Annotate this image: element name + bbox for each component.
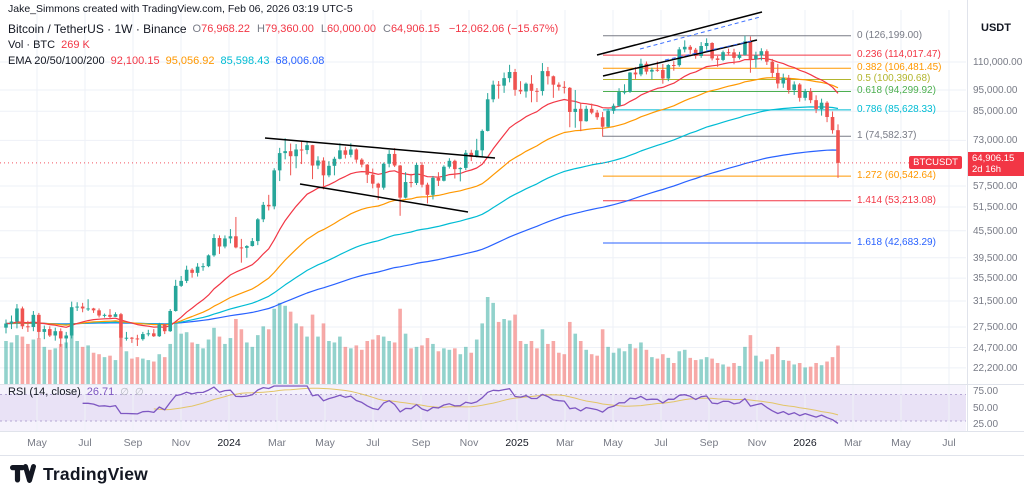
price-axis-tick: 31,500.00 bbox=[973, 296, 1018, 308]
time-axis-tick: May bbox=[891, 437, 911, 449]
time-axis-tick: Mar bbox=[267, 437, 287, 449]
time-axis-tick: Jul bbox=[78, 437, 92, 449]
price-axis-tick: 110,000.00 bbox=[973, 57, 1023, 68]
time-axis-tick: Nov bbox=[171, 437, 191, 449]
tradingview-logo-icon bbox=[10, 464, 36, 483]
ohlc-low: L60,000.00 bbox=[320, 23, 376, 35]
bar-close-countdown: 2d 16h bbox=[972, 164, 1002, 175]
time-axis-tick: Mar bbox=[843, 437, 863, 449]
symbol-ohlc-row: Bitcoin / TetherUS · 1W · Binance O76,96… bbox=[8, 21, 558, 37]
price-axis-tick: 22,200.00 bbox=[973, 362, 1018, 374]
trendline-drawings[interactable] bbox=[264, 11, 763, 213]
chart-legend: Bitcoin / TetherUS · 1W · Binance O76,96… bbox=[8, 21, 558, 69]
current-price-badge: 64,906.15 2d 16h bbox=[968, 152, 1024, 176]
pane-separator[interactable] bbox=[0, 384, 1024, 385]
fib-level-label[interactable]: 1.272 (60,542.64) bbox=[857, 170, 936, 182]
time-axis[interactable]: May Jul Sep Nov 2024 Mar May Jul Sep Nov 2025 Mar Ma… bbox=[0, 432, 1024, 455]
change-value: −12,062.06 (−15.67%) bbox=[448, 23, 559, 35]
rsi-axis-tick: 25.00 bbox=[973, 419, 999, 431]
time-axis-tick: Jul bbox=[942, 437, 956, 449]
fib-level-label[interactable]: 0.382 (106,481.45) bbox=[857, 62, 942, 74]
time-axis-tick: 2024 bbox=[217, 437, 241, 449]
time-axis-tick: Nov bbox=[459, 437, 479, 449]
candlestick-series bbox=[4, 35, 840, 349]
price-axis-tick: 45,500.00 bbox=[973, 225, 1018, 237]
time-axis-tick: Nov bbox=[747, 437, 767, 449]
price-axis-tick: 85,000.00 bbox=[973, 106, 1018, 118]
time-axis-tick: May bbox=[603, 437, 623, 449]
current-price-value: 64,906.15 bbox=[972, 153, 1015, 164]
volume-series bbox=[4, 297, 840, 385]
time-axis-tick: Jul bbox=[366, 437, 380, 449]
rsi-label[interactable]: RSI (14, close) bbox=[8, 386, 81, 398]
time-axis-tick: May bbox=[315, 437, 335, 449]
fib-level-label[interactable]: 0.618 (94,299.92) bbox=[857, 85, 936, 97]
ohlc-high: H79,360.00 bbox=[257, 23, 314, 35]
footer-brand: TradingView bbox=[10, 461, 148, 487]
chart-bottom-border bbox=[0, 455, 1024, 456]
price-axis-tick: 51,500.00 bbox=[973, 202, 1018, 214]
ema-label[interactable]: EMA 20/50/100/200 bbox=[8, 55, 105, 67]
rsi-legend: RSI (14, close) 26.71 ∅ ∅ bbox=[8, 386, 144, 398]
time-axis-tick: Sep bbox=[411, 437, 431, 449]
symbol-price-label: BTCUSDT bbox=[909, 156, 962, 169]
rsi-plot bbox=[82, 385, 839, 424]
time-axis-tick: May bbox=[27, 437, 47, 449]
ema-100-value: 85,598.43 bbox=[220, 55, 270, 67]
fib-level-label[interactable]: 0.5 (100,390.68) bbox=[857, 73, 931, 85]
rsi-value: 26.71 bbox=[86, 386, 115, 398]
time-axis-tick: 2025 bbox=[505, 437, 529, 449]
volume-row: Vol · BTC 269 K bbox=[8, 37, 558, 53]
pane-background bbox=[0, 385, 966, 431]
pane-separator[interactable] bbox=[0, 431, 1024, 432]
volume-label[interactable]: Vol · BTC bbox=[8, 39, 56, 51]
ema-lines bbox=[5, 57, 839, 328]
price-axis-tick: 27,500.00 bbox=[973, 321, 1018, 333]
price-axis-tick: 57,500.00 bbox=[973, 180, 1018, 192]
time-axis-tick: Sep bbox=[123, 437, 143, 449]
fib-level-label[interactable]: 1.414 (53,213.08) bbox=[857, 194, 936, 206]
attribution-text: Jake_Simmons created with TradingView.co… bbox=[8, 3, 353, 15]
time-axis-tick: 2026 bbox=[793, 437, 817, 449]
volume-value: 269 K bbox=[61, 39, 90, 51]
ema-50-value: 95,056.92 bbox=[165, 55, 215, 67]
price-axis-tick: 39,500.00 bbox=[973, 252, 1018, 264]
price-axis-tick: 24,700.00 bbox=[973, 342, 1018, 354]
fib-level-label[interactable]: 1.618 (42,683.29) bbox=[857, 236, 936, 248]
ema-200-value: 68,006.08 bbox=[275, 55, 325, 67]
ohlc-close: C64,906.15 bbox=[382, 23, 440, 35]
currency-label[interactable]: USDT bbox=[981, 22, 1011, 34]
hidden-plot-icon: ∅ bbox=[120, 386, 129, 398]
ohlc-open: O76,968.22 bbox=[192, 23, 251, 35]
rsi-axis-tick: 75.00 bbox=[973, 386, 999, 398]
time-axis-tick: Sep bbox=[699, 437, 719, 449]
hidden-plot-icon: ∅ bbox=[135, 386, 144, 398]
symbol-title[interactable]: Bitcoin / TetherUS · 1W · Binance bbox=[8, 22, 187, 36]
fib-level-label[interactable]: 0.786 (85,628.33) bbox=[857, 103, 936, 115]
price-axis[interactable]: USDT 64,906.15 2d 16h 110,000.00 95,000.0… bbox=[967, 0, 1024, 455]
brand-name: TradingView bbox=[43, 463, 148, 484]
price-axis-tick: 73,000.00 bbox=[973, 135, 1018, 147]
fib-level-label[interactable]: 0.236 (114,017.47) bbox=[857, 49, 941, 61]
rsi-axis-tick: 50.00 bbox=[973, 402, 999, 414]
time-axis-tick: Jul bbox=[654, 437, 668, 449]
ema-20-value: 92,100.15 bbox=[110, 55, 160, 67]
price-axis-tick: 95,000.00 bbox=[973, 85, 1018, 97]
fib-level-label[interactable]: 1 (74,582.37) bbox=[857, 130, 917, 142]
ema-row: EMA 20/50/100/200 92,100.15 95,056.92 85… bbox=[8, 53, 558, 69]
price-axis-tick: 35,500.00 bbox=[973, 273, 1018, 285]
time-axis-tick: Mar bbox=[555, 437, 575, 449]
fib-level-label[interactable]: 0 (126,199.00) bbox=[857, 29, 923, 41]
